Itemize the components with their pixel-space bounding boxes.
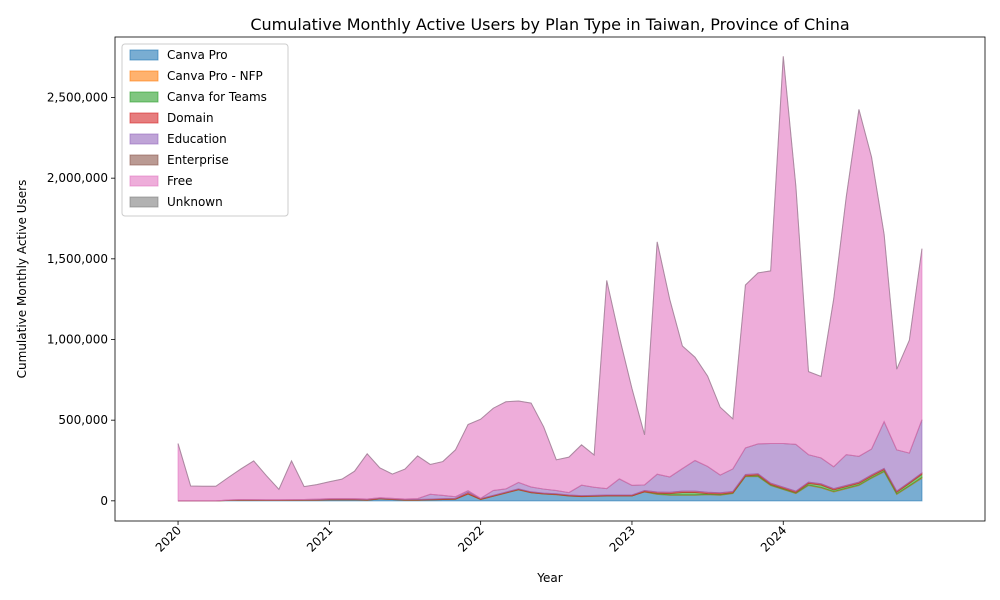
legend-swatch	[129, 154, 159, 166]
y-tick-label: 1,000,000	[47, 333, 108, 347]
chart-title: Cumulative Monthly Active Users by Plan …	[250, 15, 849, 34]
legend-label: Canva Pro	[167, 48, 228, 62]
x-tick-label: 2023	[607, 523, 638, 554]
legend-label: Unknown	[167, 195, 223, 209]
legend-label: Canva for Teams	[167, 90, 267, 104]
y-axis-label: Cumulative Monthly Active Users	[15, 180, 29, 379]
area-free	[177, 56, 923, 502]
legend-label: Enterprise	[167, 153, 229, 167]
y-tick-label: 0	[100, 494, 108, 508]
legend-label: Free	[167, 174, 192, 188]
legend-swatch	[129, 91, 159, 103]
x-tick-label: 2022	[455, 523, 486, 554]
legend-label: Canva Pro - NFP	[167, 69, 263, 83]
y-tick-label: 500,000	[58, 413, 108, 427]
x-tick-label: 2021	[304, 523, 335, 554]
legend: Canva Pro Canva Pro - NFP Canva for Teams D…	[121, 43, 289, 217]
x-axis: 2020 2021 2022 2023 2024	[153, 521, 789, 555]
legend-label: Domain	[167, 111, 214, 125]
x-tick-label: 2020	[153, 523, 184, 554]
legend-swatch	[129, 49, 159, 61]
legend-swatch	[129, 133, 159, 145]
area-unknown	[177, 56, 923, 491]
legend-box	[121, 43, 289, 217]
y-tick-label: 2,000,000	[47, 171, 108, 185]
y-tick-label: 1,500,000	[47, 252, 108, 266]
area-series-group	[177, 56, 923, 502]
y-axis: 0 500,000 1,000,000 1,500,000 2,000,000 2,500…	[47, 91, 115, 508]
legend-swatch	[129, 175, 159, 187]
x-axis-label: Year	[536, 571, 562, 585]
legend-swatch	[129, 196, 159, 208]
x-tick-label: 2024	[758, 523, 789, 554]
plot-frame	[114, 36, 986, 522]
legend-label: Education	[167, 132, 227, 146]
y-tick-label: 2,500,000	[47, 91, 108, 105]
legend-swatch	[129, 112, 159, 124]
legend-swatch	[129, 70, 159, 82]
